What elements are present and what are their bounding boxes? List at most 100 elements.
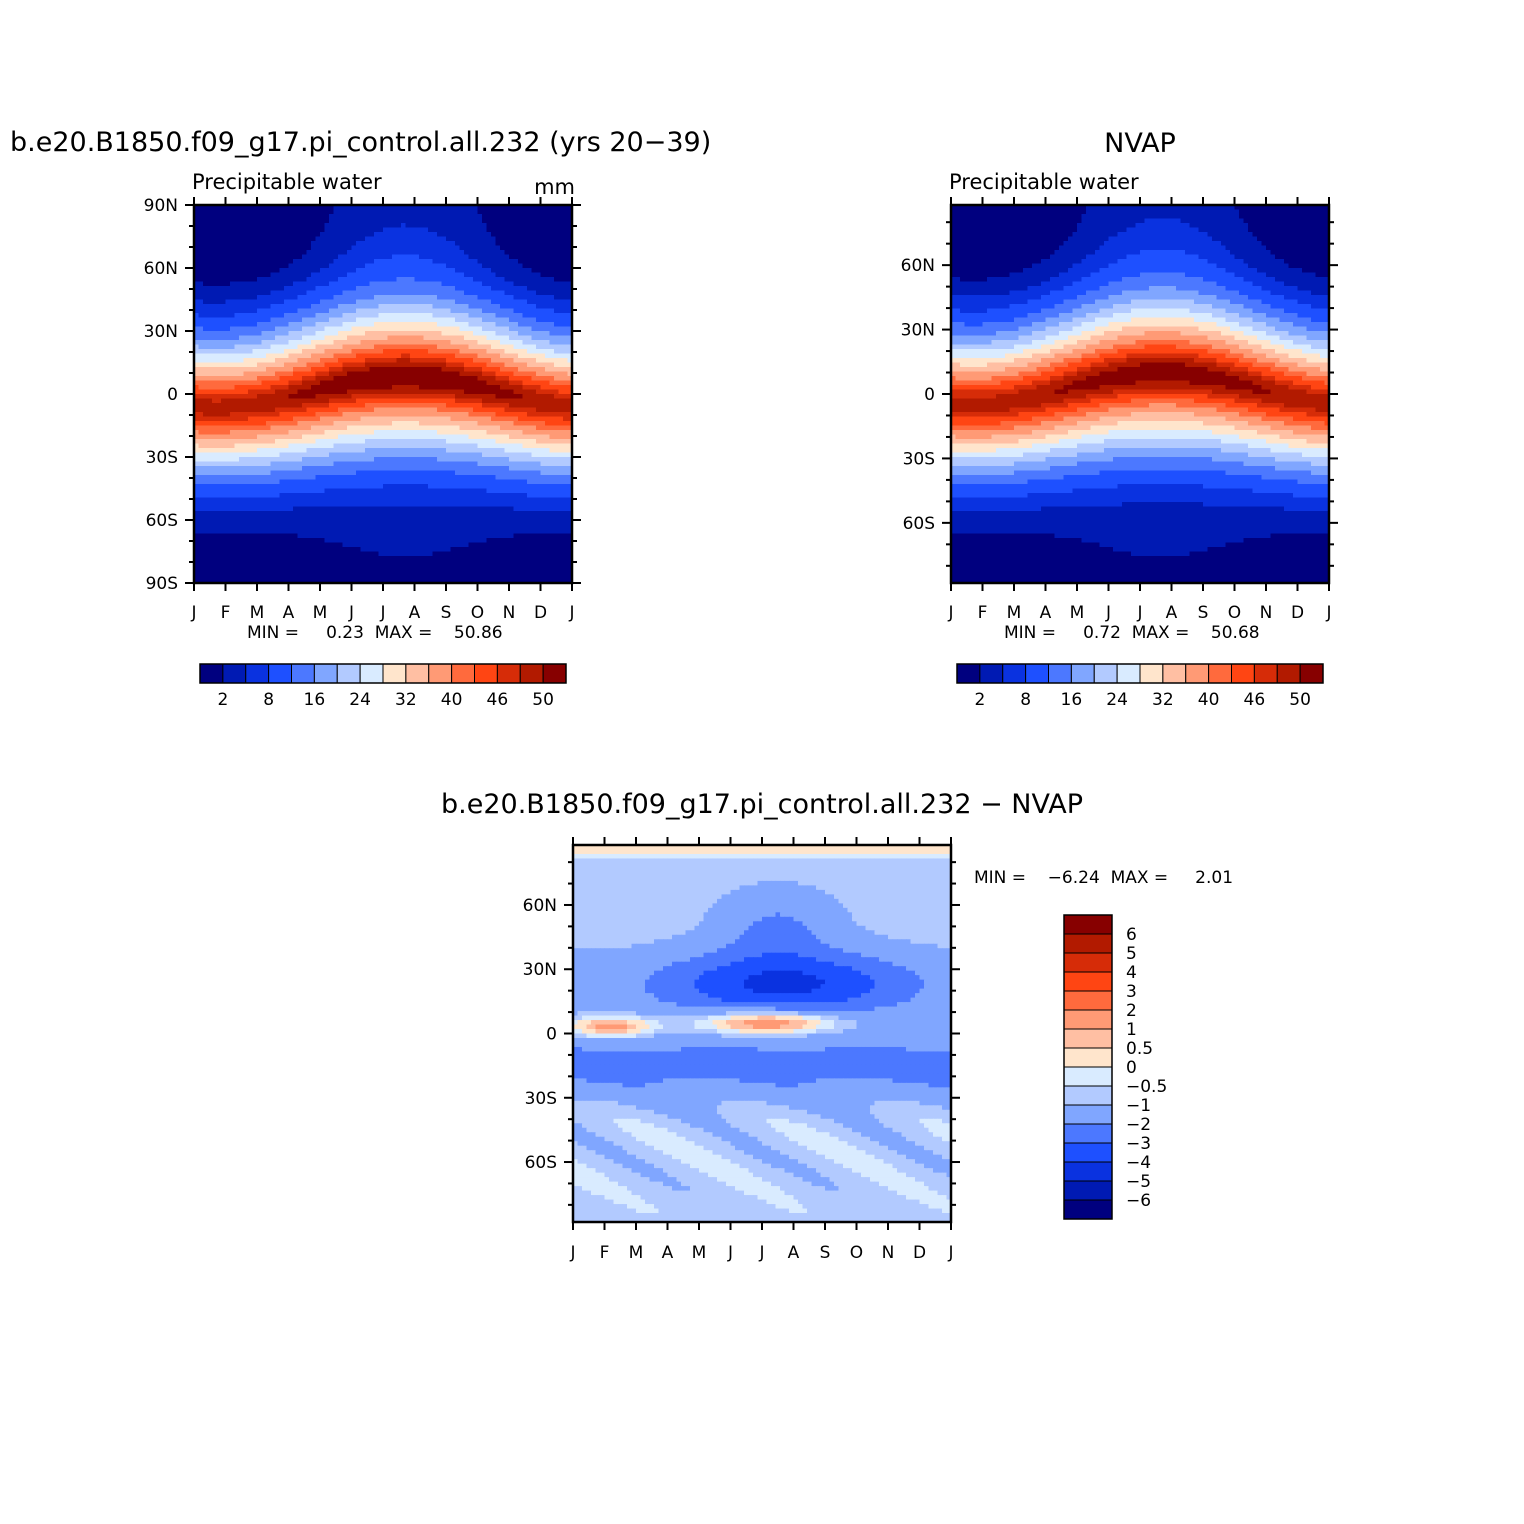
panel-model-cell — [396, 272, 402, 278]
panel-model-cell — [378, 290, 384, 296]
panel-model-cell — [315, 218, 321, 224]
panel-model-cell — [270, 457, 276, 463]
panel-model-cell — [324, 461, 330, 467]
panel-model-cell — [545, 236, 551, 242]
panel-model-cell — [216, 335, 222, 341]
panel-model-cell — [450, 272, 456, 278]
panel-model-cell — [558, 385, 564, 391]
panel-model-cell — [239, 335, 245, 341]
panel-model-cell — [203, 205, 209, 211]
panel-model-cell — [500, 313, 506, 319]
panel-model-cell — [252, 358, 258, 364]
panel-model-cell — [554, 403, 560, 409]
panel-model-cell — [401, 227, 407, 233]
panel-model-cell — [387, 286, 393, 292]
panel-model-cell — [387, 317, 393, 323]
panel-model-cell — [234, 376, 240, 382]
panel-model-cell — [527, 290, 533, 296]
panel-model-cell — [329, 277, 335, 283]
panel-model-cell — [450, 452, 456, 458]
panel-model-cell — [536, 313, 542, 319]
panel-model-cell — [315, 272, 321, 278]
panel-model-cell — [495, 430, 501, 436]
panel-model-cell — [518, 259, 524, 265]
panel-model-cell — [306, 349, 312, 355]
panel-model-cell — [306, 443, 312, 449]
panel-model-cell — [315, 304, 321, 310]
panel-model-cell — [288, 448, 294, 454]
panel-model-cell — [203, 236, 209, 242]
panel-model-cell — [387, 358, 393, 364]
panel-model-cell — [288, 299, 294, 305]
panel-model-cell — [360, 223, 366, 229]
panel-model-cell — [545, 326, 551, 332]
panel-model-cell — [450, 353, 456, 359]
panel-model-left-string: Precipitable water — [192, 170, 382, 194]
panel-model-cell — [549, 263, 555, 269]
panel-model-cell — [491, 205, 497, 211]
panel-model-cell — [450, 367, 456, 373]
panel-model-cell — [410, 362, 416, 368]
panel-model-cell — [387, 425, 393, 431]
panel-model-cell — [558, 209, 564, 215]
panel-model-cell — [549, 362, 555, 368]
panel-model-cell — [464, 317, 470, 323]
panel-model-cell — [540, 425, 546, 431]
panel-model-cell — [518, 385, 524, 391]
panel-model-cell — [563, 389, 569, 395]
panel-model-cell — [360, 425, 366, 431]
panel-model-cell — [387, 263, 393, 269]
panel-model-cell — [486, 457, 492, 463]
panel-model-cell — [230, 421, 236, 427]
panel-model-cell — [540, 362, 546, 368]
panel-model-cell — [347, 398, 353, 404]
panel-model-cell — [414, 362, 420, 368]
panel-model-cell — [477, 263, 483, 269]
panel-model-cell — [401, 457, 407, 463]
panel-model-cell — [441, 371, 447, 377]
panel-model-cell — [216, 331, 222, 337]
panel-model-cell — [495, 434, 501, 440]
panel-model-cell — [306, 236, 312, 242]
panel-model-cell — [482, 241, 488, 247]
panel-model-cell — [392, 331, 398, 337]
panel-model-cell — [351, 241, 357, 247]
panel-model-cell — [329, 358, 335, 364]
panel-model-cell — [504, 353, 510, 359]
panel-model-cell — [266, 254, 272, 260]
panel-model-cell — [243, 308, 249, 314]
panel-model-cell — [455, 281, 461, 287]
panel-model-cell — [230, 227, 236, 233]
panel-model-cell — [324, 389, 330, 395]
panel-model-cell — [513, 380, 519, 386]
panel-model-cell — [392, 322, 398, 328]
panel-model-cell — [203, 398, 209, 404]
panel-model-cell — [225, 376, 231, 382]
panel-model-cell — [477, 299, 483, 305]
panel-model-cell — [401, 263, 407, 269]
panel-model-cell — [473, 236, 479, 242]
panel-model-cell — [297, 403, 303, 409]
panel-model-cell — [428, 317, 434, 323]
panel-model-cell — [207, 214, 213, 220]
panel-model-cell — [261, 385, 267, 391]
panel-model-cell — [342, 236, 348, 242]
panel-model-cell — [509, 371, 515, 377]
panel-model-cell — [558, 272, 564, 278]
panel-model-cell — [392, 218, 398, 224]
panel-model-cell — [270, 430, 276, 436]
panel-model-cell — [297, 398, 303, 404]
panel-model-cell — [216, 425, 222, 431]
panel-model-cell — [504, 218, 510, 224]
panel-model-cell — [252, 268, 258, 274]
panel-model-cell — [257, 353, 263, 359]
panel-model-cell — [324, 443, 330, 449]
panel-model-cell — [419, 254, 425, 260]
panel-model-cell — [221, 443, 227, 449]
panel-model-cell — [203, 223, 209, 229]
panel-model-cell — [410, 272, 416, 278]
panel-model-cell — [522, 259, 528, 265]
panel-model-cell — [279, 205, 285, 211]
panel-model-cell — [266, 286, 272, 292]
panel-model-cell — [446, 223, 452, 229]
